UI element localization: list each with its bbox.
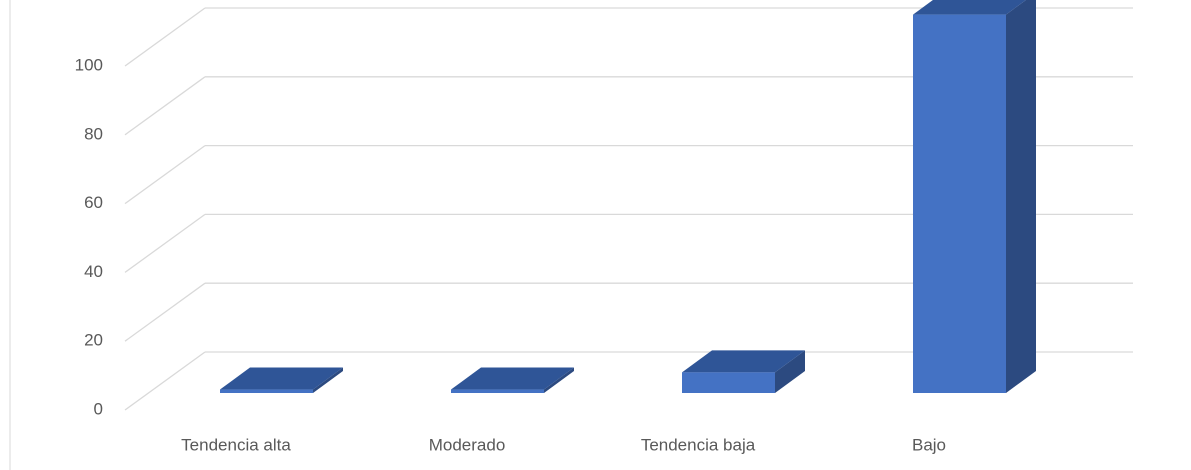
y-tick-label: 20 [84, 331, 103, 350]
bar-top [913, 0, 1026, 15]
grid-line-side [124, 7, 206, 67]
bar [451, 389, 544, 393]
bar-side [313, 367, 343, 393]
grid-line-side [124, 282, 206, 342]
x-tick-label: Moderado [429, 435, 506, 454]
grid-line-side [124, 213, 206, 273]
grid-line-side [124, 76, 206, 136]
bar-top [682, 350, 805, 373]
grid-line-side [124, 145, 206, 205]
grid-line-side [124, 351, 206, 411]
y-tick-label: 0 [94, 399, 103, 418]
x-tick-label: Tendencia baja [641, 435, 756, 454]
bar-top [451, 367, 574, 390]
bar [220, 389, 313, 393]
y-tick-label: 80 [84, 124, 103, 143]
bar-side [1006, 0, 1036, 393]
bar [682, 372, 775, 393]
bar-side [544, 367, 574, 393]
y-tick-label: 40 [84, 262, 103, 281]
x-tick-label: Bajo [912, 435, 946, 454]
bar [913, 14, 1006, 393]
bar-side [775, 350, 805, 393]
x-tick-label: Tendencia alta [181, 435, 291, 454]
y-tick-label: 100 [75, 55, 103, 74]
bar-top [220, 367, 343, 390]
y-tick-label: 60 [84, 193, 103, 212]
